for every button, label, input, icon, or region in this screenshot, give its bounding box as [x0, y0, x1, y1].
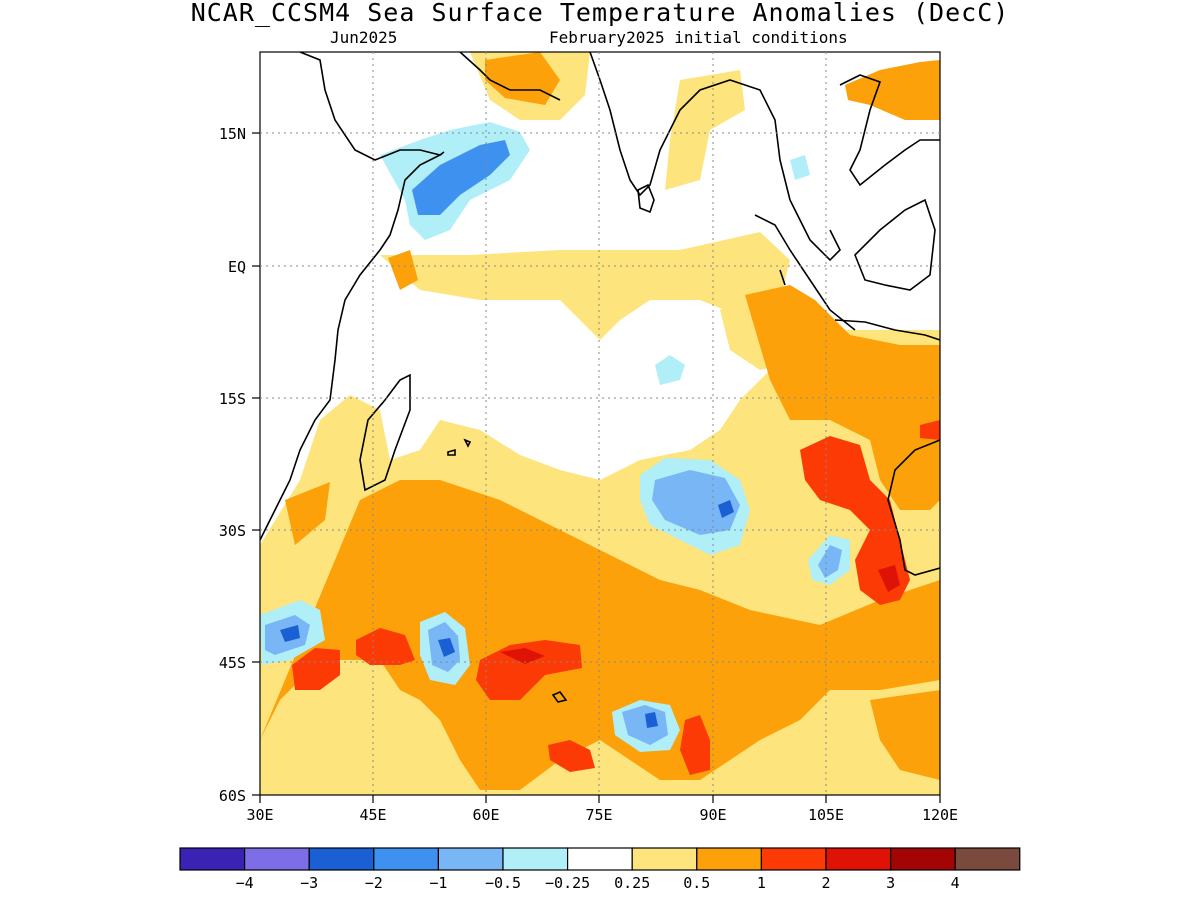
anomaly-region-south-red-5 — [680, 715, 710, 775]
colorbar-label-4: −0.5 — [485, 874, 521, 892]
colorbar-label-1: −3 — [300, 874, 318, 892]
anomaly-region-arabian-orange — [485, 52, 560, 105]
anomaly-region-south-china-orange — [845, 60, 940, 120]
colorbar-label-11: 4 — [951, 874, 960, 892]
initial-conditions: February2025 initial conditions — [549, 28, 848, 47]
lat-label-15n: 15N — [219, 125, 246, 143]
lon-label-45e: 45E — [359, 806, 386, 824]
coast-borneo — [854, 198, 936, 291]
anomaly-field — [260, 52, 940, 795]
coastlines — [260, 52, 940, 703]
colorbar-swatch-4 — [437, 847, 504, 871]
lat-label-15s: 15S — [219, 390, 246, 408]
anomaly-region-south-red-3 — [476, 640, 582, 700]
colorbar-swatch-0 — [179, 847, 246, 871]
coast-arabia-africa — [260, 52, 443, 541]
lon-label-105e: 105E — [808, 806, 844, 824]
anomaly-region-central-blue — [652, 470, 740, 535]
map-frame — [259, 51, 941, 796]
anomaly-region-dark-red-1 — [878, 565, 900, 592]
colorbar-swatch-3 — [373, 847, 439, 871]
lon-label-60e: 60E — [472, 806, 499, 824]
coast-madagascar — [359, 373, 411, 492]
lon-label-30e: 30E — [246, 806, 273, 824]
colorbar-label-8: 1 — [757, 874, 766, 892]
colorbar-label-2: −2 — [365, 874, 383, 892]
colorbar-swatch-2 — [308, 847, 375, 871]
colorbar-swatch-5 — [502, 847, 569, 871]
lon-label-75e: 75E — [585, 806, 612, 824]
anomaly-region-east-red — [920, 420, 940, 440]
coast-java — [834, 319, 940, 341]
anomaly-region-small-cool-1 — [655, 355, 685, 385]
anomaly-region-south-red-1 — [292, 648, 340, 690]
anomaly-region-west-australia-red — [800, 436, 910, 605]
anomaly-region-west-orange — [285, 482, 330, 545]
anomaly-region-equator-orange — [388, 250, 418, 290]
colorbar-label-7: 0.5 — [683, 874, 710, 892]
colorbar-swatch-7 — [631, 847, 698, 871]
colorbar-swatch-6 — [566, 847, 633, 871]
lon-label-120e: 120E — [922, 806, 958, 824]
colorbar-label-3: −1 — [429, 874, 447, 892]
map-title: NCAR_CCSM4 Sea Surface Temperature Anoma… — [190, 0, 1010, 27]
colorbar: −4 −3 −2 −1 −0.5 −0.25 0.25 0.5 1 2 3 4 — [179, 847, 1021, 892]
colorbar-label-10: 3 — [886, 874, 895, 892]
colorbar-label-5: −0.25 — [545, 874, 590, 892]
colorbar-swatch-8 — [696, 847, 762, 871]
lon-label-90e: 90E — [699, 806, 726, 824]
lat-label-eq: EQ — [228, 258, 246, 276]
coast-small-islands — [439, 151, 786, 703]
anomaly-region-southern-orange — [260, 480, 940, 790]
coast-australia — [887, 439, 940, 576]
anomaly-region-equatorial-warm — [380, 232, 790, 340]
anomaly-region-somali-blue — [412, 140, 510, 215]
anomaly-region-west-aus-blue — [818, 545, 842, 578]
colorbar-label-0: −4 — [236, 874, 254, 892]
tick-marks — [252, 132, 941, 803]
anomaly-region-bay-bengal-warm — [665, 70, 745, 190]
coast-sri-lanka — [637, 183, 655, 214]
coast-southeast-asia — [839, 74, 940, 187]
lat-label-45s: 45S — [219, 654, 246, 672]
anomaly-region-south-red-2 — [356, 628, 415, 665]
anomaly-region-south-blue-3 — [622, 705, 668, 745]
gridlines — [260, 52, 940, 795]
colorbar-label-6: 0.25 — [614, 874, 650, 892]
anomaly-region-dark-red-2 — [500, 648, 545, 664]
colorbar-swatch-1 — [244, 847, 310, 871]
colorbar-label-9: 2 — [821, 874, 830, 892]
anomaly-region-small-cool-2 — [790, 155, 810, 180]
coast-sumatra — [754, 214, 856, 331]
forecast-month: Jun2025 — [330, 28, 398, 47]
coast-malaysia — [789, 199, 841, 262]
colorbar-swatch-12 — [954, 847, 1021, 871]
colorbar-swatch-11 — [889, 847, 956, 871]
anomaly-region-south-red-4 — [548, 740, 595, 772]
coast-arabia-east — [459, 52, 561, 101]
colorbar-swatch-10 — [825, 847, 892, 871]
lat-label-60s: 60S — [219, 787, 246, 805]
colorbar-swatch-9 — [760, 847, 827, 871]
coast-india — [589, 52, 791, 201]
lat-label-30s: 30S — [219, 522, 246, 540]
